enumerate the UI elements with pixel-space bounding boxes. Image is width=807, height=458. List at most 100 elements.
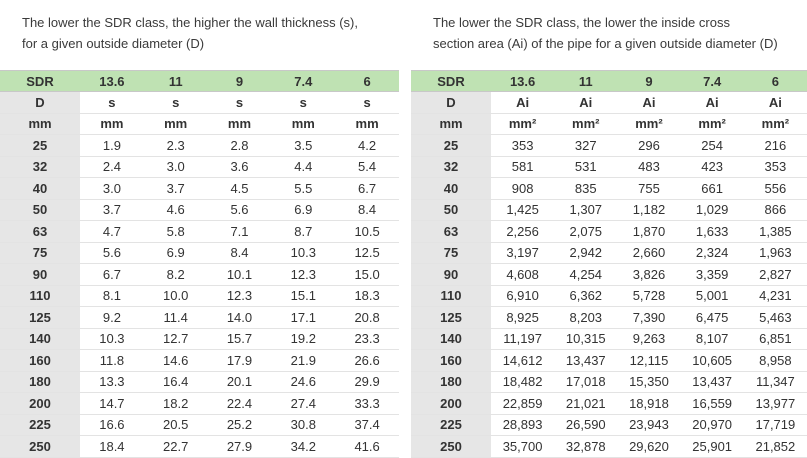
value-cell: 1,307 (554, 199, 618, 221)
row-label-cell: 140 (411, 328, 491, 350)
value-cell: 22,859 (491, 392, 555, 415)
value-cell: 14.0 (207, 306, 272, 329)
table-row: 75 3,197 2,942 2,660 2,324 1,963 (411, 242, 807, 264)
value-cell: 12,115 (617, 349, 681, 372)
value-cell: 866 (743, 199, 807, 221)
value-cell: 6.7 (80, 263, 144, 286)
value-cell: 2,827 (743, 263, 807, 286)
value-cell: 8.2 (143, 263, 208, 286)
value-cell: 21,021 (554, 392, 618, 415)
value-cell: 33.3 (335, 392, 399, 415)
table-row: 63 2,256 2,075 1,870 1,633 1,385 (411, 220, 807, 243)
value-cell: 41.6 (335, 435, 399, 458)
value-cell: 18,918 (617, 392, 681, 415)
value-cell: 27.4 (271, 392, 336, 415)
value-cell: mm (335, 113, 399, 135)
value-cell: 2.3 (143, 134, 208, 157)
value-cell: 4.5 (207, 177, 272, 200)
value-cell: Ai (680, 91, 744, 114)
row-label-cell: 90 (411, 263, 491, 286)
value-cell: 17,018 (554, 371, 618, 393)
value-cell: 10.1 (207, 263, 272, 286)
cross-section-table: SDR 13.6 11 9 7.4 6 D Ai Ai Ai Ai Ai mm mm² mm² mm² mm² m… (411, 70, 807, 458)
value-cell: mm² (680, 113, 744, 135)
value-cell: 483 (617, 156, 681, 178)
value-cell: 1,385 (743, 220, 807, 243)
table-row: 225 16.6 20.5 25.2 30.8 37.4 (0, 414, 399, 436)
value-cell: 16,559 (680, 392, 744, 415)
row-label-cell: 225 (411, 414, 491, 436)
value-cell: 11.4 (143, 306, 208, 329)
value-cell: 531 (554, 156, 618, 178)
value-cell: 4.7 (80, 220, 144, 243)
table-row: 125 9.2 11.4 14.0 17.1 20.8 (0, 306, 399, 329)
value-cell: 8,925 (491, 306, 555, 329)
value-cell: 4.2 (335, 134, 399, 157)
value-cell: 6.9 (271, 199, 336, 221)
value-cell: 1.9 (80, 134, 144, 157)
table-row: 75 5.6 6.9 8.4 10.3 12.5 (0, 242, 399, 264)
value-cell: 13,977 (743, 392, 807, 415)
table-row: 140 11,197 10,315 9,263 8,107 6,851 (411, 328, 807, 350)
value-cell: 37.4 (335, 414, 399, 436)
row-label-cell: 160 (411, 349, 491, 372)
value-cell: 9.2 (80, 306, 144, 329)
value-cell: 7.4 (680, 70, 744, 92)
row-label-cell: 63 (0, 220, 80, 243)
value-cell: s (271, 91, 336, 114)
value-cell: 13.3 (80, 371, 144, 393)
value-cell: mm² (617, 113, 681, 135)
value-cell: 327 (554, 134, 618, 157)
row-label-cell: 40 (411, 177, 491, 200)
value-cell: Ai (743, 91, 807, 114)
caption-line: section area (Ai) of the pipe for a give… (433, 36, 778, 51)
value-cell: 34.2 (271, 435, 336, 458)
value-cell: 11,347 (743, 371, 807, 393)
value-cell: 11 (143, 70, 208, 92)
row-label-cell: 25 (0, 134, 80, 157)
value-cell: 6,851 (743, 328, 807, 350)
value-cell: 5,463 (743, 306, 807, 329)
row-label-cell: SDR (0, 70, 80, 92)
table-row: 250 35,700 32,878 29,620 25,901 21,852 (411, 435, 807, 458)
value-cell: 556 (743, 177, 807, 200)
row-label-cell: 110 (0, 285, 80, 307)
value-cell: 8,107 (680, 328, 744, 350)
value-cell: 4.4 (271, 156, 336, 178)
value-cell: 3,359 (680, 263, 744, 286)
value-cell: 6,475 (680, 306, 744, 329)
table-row: 180 18,482 17,018 15,350 13,437 11,347 (411, 371, 807, 393)
row-label-cell: 160 (0, 349, 80, 372)
value-cell: 2,324 (680, 242, 744, 264)
row-label-cell: 32 (411, 156, 491, 178)
row-label-cell: 125 (411, 306, 491, 329)
value-cell: 581 (491, 156, 555, 178)
value-cell: 14.7 (80, 392, 144, 415)
row-label-cell: mm (0, 113, 80, 135)
value-cell: 19.2 (271, 328, 336, 350)
row-label-cell: 140 (0, 328, 80, 350)
value-cell: 3.7 (80, 199, 144, 221)
row-label-cell: 32 (0, 156, 80, 178)
value-cell: 9 (617, 70, 681, 92)
value-cell: 5.4 (335, 156, 399, 178)
table-row: 225 28,893 26,590 23,943 20,970 17,719 (411, 414, 807, 436)
value-cell: 8.4 (207, 242, 272, 264)
sdr-header-row: SDR 13.6 11 9 7.4 6 (411, 70, 807, 92)
value-cell: 8,958 (743, 349, 807, 372)
value-cell: 1,870 (617, 220, 681, 243)
value-cell: 3,826 (617, 263, 681, 286)
value-cell: 35,700 (491, 435, 555, 458)
value-cell: 10,605 (680, 349, 744, 372)
value-cell: 755 (617, 177, 681, 200)
value-cell: 18,482 (491, 371, 555, 393)
value-cell: 13,437 (680, 371, 744, 393)
value-cell: 6 (335, 70, 399, 92)
units-row: mm mm² mm² mm² mm² mm² (411, 113, 807, 135)
table-row: 32 581 531 483 423 353 (411, 156, 807, 178)
value-cell: 20,970 (680, 414, 744, 436)
value-cell: 423 (680, 156, 744, 178)
value-cell: 13.6 (491, 70, 555, 92)
value-cell: mm² (554, 113, 618, 135)
